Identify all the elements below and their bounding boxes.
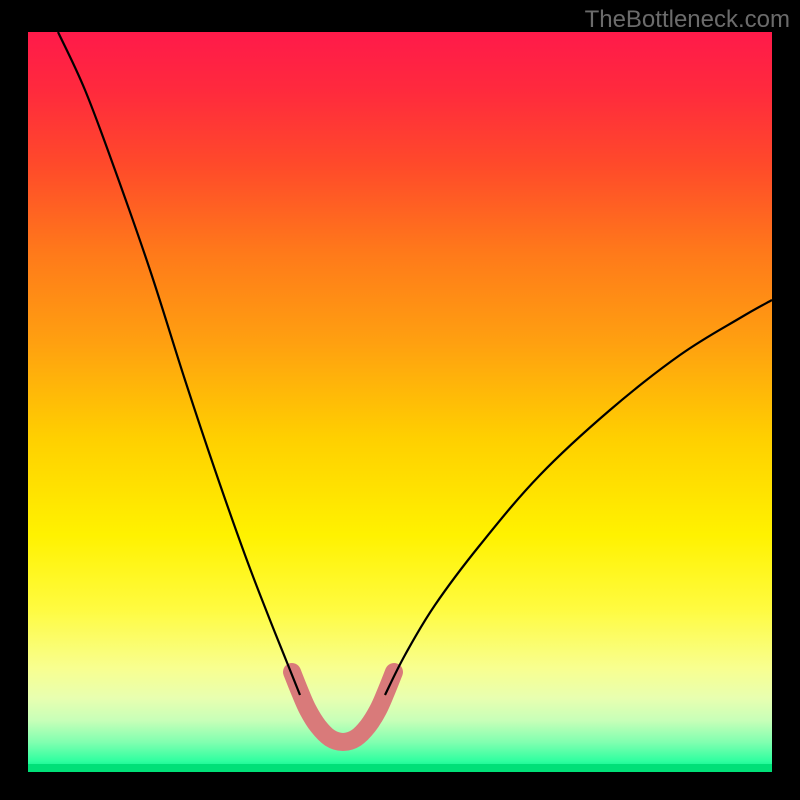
chart-container: TheBottleneck.com xyxy=(0,0,800,800)
bottom-green-bar xyxy=(28,764,772,772)
watermark-text: TheBottleneck.com xyxy=(585,6,790,34)
gradient-background xyxy=(28,32,772,772)
bottleneck-curve-plot xyxy=(0,0,800,800)
